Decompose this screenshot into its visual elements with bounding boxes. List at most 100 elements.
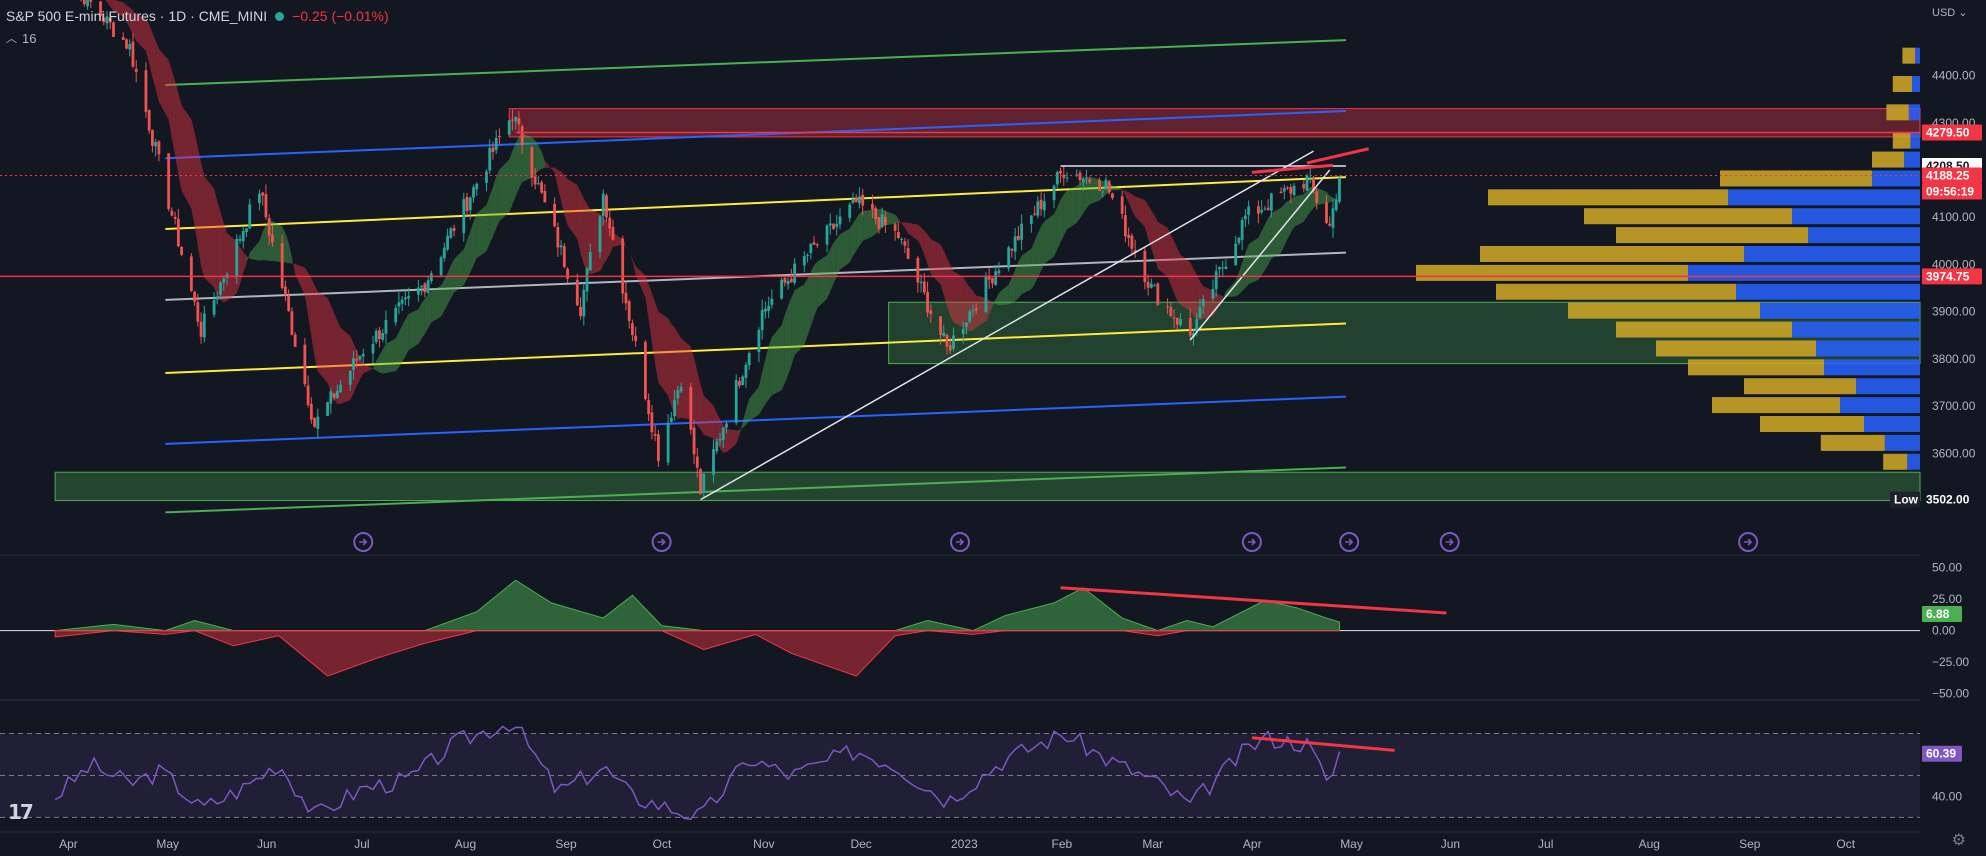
candle-body[interactable] <box>929 310 933 315</box>
candle-body[interactable] <box>82 0 86 5</box>
oscillator-negative-area[interactable] <box>54 630 1340 677</box>
oscillator-divergence-line[interactable] <box>1060 586 1447 615</box>
candle-body[interactable] <box>747 353 751 366</box>
candle-body[interactable] <box>144 70 148 112</box>
candle-body[interactable] <box>280 243 284 288</box>
candle-body[interactable] <box>154 141 158 147</box>
candle-body[interactable] <box>1104 179 1108 190</box>
candle-body[interactable] <box>1312 178 1315 191</box>
candle-body[interactable] <box>378 330 381 340</box>
candle-body[interactable] <box>553 203 556 227</box>
candle-body[interactable] <box>579 306 582 316</box>
candle-body[interactable] <box>536 183 540 185</box>
candle-body[interactable] <box>442 247 446 259</box>
candle-body[interactable] <box>530 147 534 178</box>
candle-body[interactable] <box>1029 215 1033 224</box>
candle-body[interactable] <box>1052 185 1056 201</box>
event-marker-icon[interactable] <box>651 532 672 552</box>
candle-body[interactable] <box>1111 193 1114 199</box>
candle-body[interactable] <box>543 191 547 203</box>
event-marker-icon[interactable] <box>1738 532 1759 552</box>
candle-body[interactable] <box>838 216 842 225</box>
candle-body[interactable] <box>825 225 829 245</box>
candle-body[interactable] <box>465 197 469 211</box>
candle-body[interactable] <box>384 320 388 334</box>
candle-body[interactable] <box>984 276 988 313</box>
candle-body[interactable] <box>189 256 193 291</box>
candle-body[interactable] <box>1334 199 1338 210</box>
candle-body[interactable] <box>644 341 647 400</box>
candle-body[interactable] <box>692 427 696 455</box>
candle-body[interactable] <box>102 17 106 23</box>
candle-body[interactable] <box>896 231 900 239</box>
candle-body[interactable] <box>1065 177 1069 179</box>
candle-body[interactable] <box>1269 193 1273 211</box>
candle-body[interactable] <box>309 403 313 420</box>
indicators-toggle[interactable]: ︿ 16 <box>6 30 36 46</box>
candle-body[interactable] <box>468 197 472 211</box>
candle-body[interactable] <box>601 193 605 216</box>
candle-body[interactable] <box>361 353 365 357</box>
candle-body[interactable] <box>627 301 631 321</box>
candle-body[interactable] <box>1039 199 1043 210</box>
gear-icon[interactable]: ⚙ <box>1951 832 1966 849</box>
candle-body[interactable] <box>702 473 706 493</box>
candle-body[interactable] <box>219 282 222 295</box>
candle-body[interactable] <box>624 292 628 304</box>
candle-body[interactable] <box>1305 175 1309 191</box>
candle-body[interactable] <box>1124 215 1127 237</box>
candle-body[interactable] <box>1234 243 1238 266</box>
candle-body[interactable] <box>647 400 651 414</box>
candle-body[interactable] <box>1013 236 1017 252</box>
candle-body[interactable] <box>718 438 722 441</box>
candle-body[interactable] <box>793 263 796 283</box>
rsi-line[interactable] <box>54 725 1341 821</box>
candle-body[interactable] <box>540 182 544 193</box>
candle-body[interactable] <box>306 385 310 405</box>
candle-body[interactable] <box>741 376 745 386</box>
event-markers[interactable] <box>353 532 1759 552</box>
candle-body[interactable] <box>997 270 1001 274</box>
candle-body[interactable] <box>488 148 492 171</box>
candle-body[interactable] <box>400 299 404 304</box>
candle-body[interactable] <box>238 238 242 241</box>
candle-body[interactable] <box>1153 285 1156 287</box>
candle-body[interactable] <box>167 153 171 209</box>
candle-body[interactable] <box>316 416 320 429</box>
candle-body[interactable] <box>1302 184 1306 189</box>
candle-body[interactable] <box>420 285 424 288</box>
event-marker-icon[interactable] <box>950 532 970 552</box>
candle-body[interactable] <box>241 231 245 242</box>
candle-body[interactable] <box>1224 266 1228 270</box>
candle-body[interactable] <box>329 391 333 404</box>
candle-body[interactable] <box>1286 187 1289 189</box>
candle-body[interactable] <box>180 246 184 255</box>
candle-body[interactable] <box>712 449 715 475</box>
candle-body[interactable] <box>634 335 638 341</box>
candle-body[interactable] <box>1179 319 1182 326</box>
candle-body[interactable] <box>621 238 625 294</box>
candle-body[interactable] <box>884 216 887 225</box>
candle-body[interactable] <box>906 248 910 259</box>
candle-body[interactable] <box>1007 247 1011 269</box>
candle-body[interactable] <box>446 235 449 250</box>
candle-body[interactable] <box>1256 206 1260 214</box>
candle-body[interactable] <box>1315 191 1319 203</box>
candle-body[interactable] <box>131 41 135 67</box>
candle-body[interactable] <box>452 228 456 232</box>
candle-body[interactable] <box>112 22 115 37</box>
candle-body[interactable] <box>858 196 861 204</box>
candle-body[interactable] <box>332 393 336 399</box>
candle-body[interactable] <box>293 334 297 347</box>
candle-body[interactable] <box>303 344 307 385</box>
candle-body[interactable] <box>1042 201 1046 211</box>
candle-body[interactable] <box>631 323 634 335</box>
event-marker-icon[interactable] <box>353 532 374 552</box>
candle-body[interactable] <box>1244 215 1247 220</box>
candle-body[interactable] <box>151 130 154 146</box>
candle-body[interactable] <box>1237 238 1241 243</box>
candle-body[interactable] <box>656 434 660 462</box>
candle-body[interactable] <box>134 68 138 72</box>
candle-body[interactable] <box>1059 170 1062 174</box>
candle-body[interactable] <box>666 422 670 463</box>
